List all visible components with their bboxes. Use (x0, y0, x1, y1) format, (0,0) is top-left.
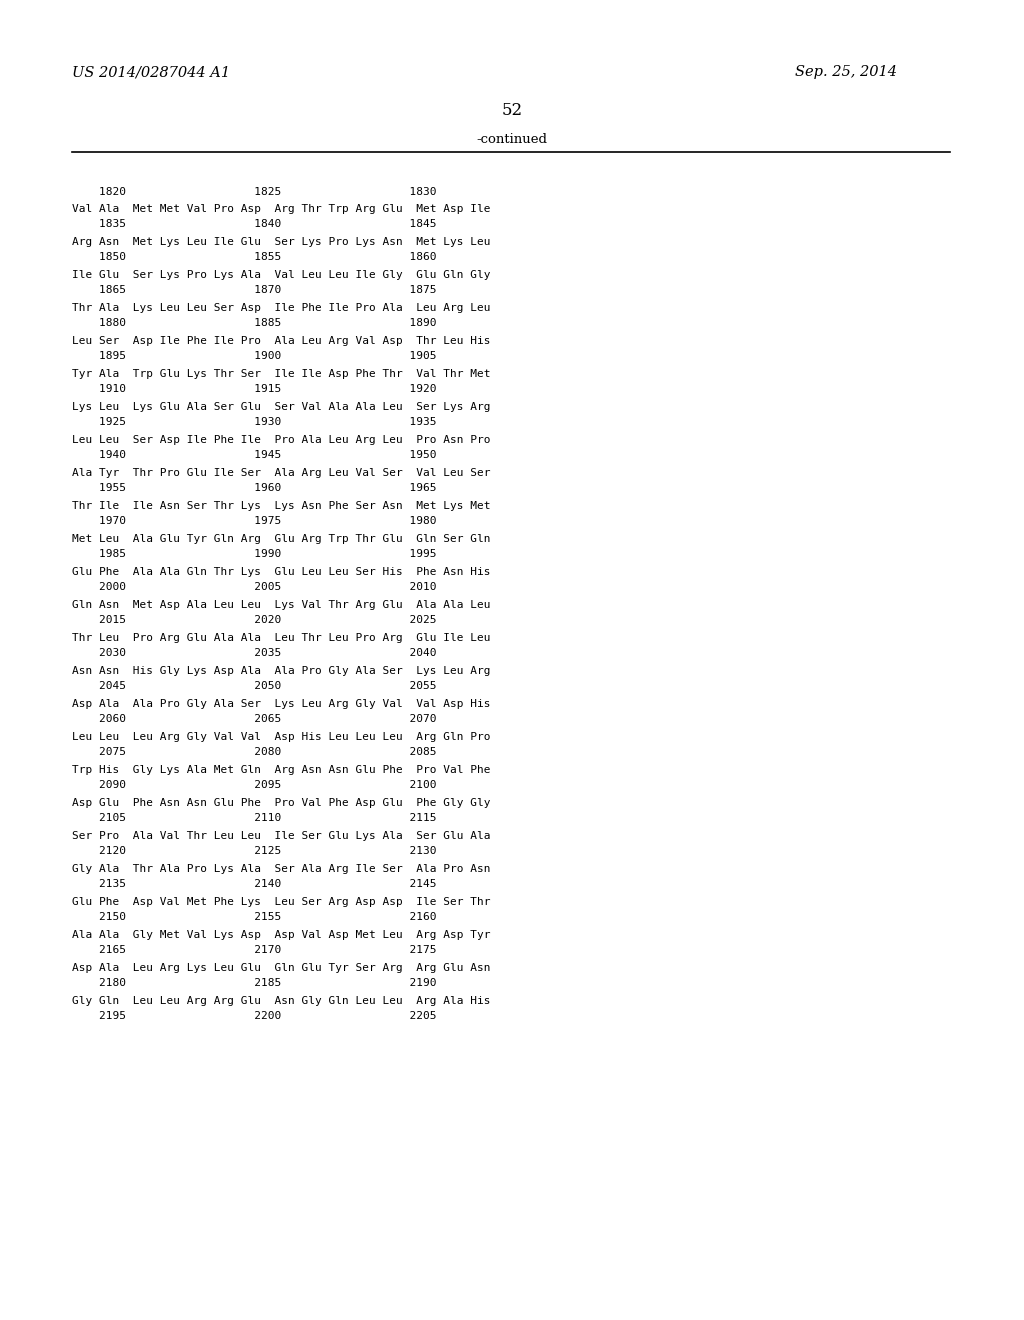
Text: Trp His  Gly Lys Ala Met Gln  Arg Asn Asn Glu Phe  Pro Val Phe: Trp His Gly Lys Ala Met Gln Arg Asn Asn … (72, 766, 490, 775)
Text: 1850                   1855                   1860: 1850 1855 1860 (72, 252, 436, 261)
Text: 52: 52 (502, 102, 522, 119)
Text: -continued: -continued (476, 133, 548, 147)
Text: 1880                   1885                   1890: 1880 1885 1890 (72, 318, 436, 327)
Text: Glu Phe  Asp Val Met Phe Lys  Leu Ser Arg Asp Asp  Ile Ser Thr: Glu Phe Asp Val Met Phe Lys Leu Ser Arg … (72, 898, 490, 907)
Text: Asp Glu  Phe Asn Asn Glu Phe  Pro Val Phe Asp Glu  Phe Gly Gly: Asp Glu Phe Asn Asn Glu Phe Pro Val Phe … (72, 799, 490, 808)
Text: 2135                   2140                   2145: 2135 2140 2145 (72, 879, 436, 888)
Text: Met Leu  Ala Glu Tyr Gln Arg  Glu Arg Trp Thr Glu  Gln Ser Gln: Met Leu Ala Glu Tyr Gln Arg Glu Arg Trp … (72, 535, 490, 544)
Text: 2015                   2020                   2025: 2015 2020 2025 (72, 615, 436, 624)
Text: 1940                   1945                   1950: 1940 1945 1950 (72, 450, 436, 459)
Text: Gly Gln  Leu Leu Arg Arg Glu  Asn Gly Gln Leu Leu  Arg Ala His: Gly Gln Leu Leu Arg Arg Glu Asn Gly Gln … (72, 997, 490, 1006)
Text: Asp Ala  Ala Pro Gly Ala Ser  Lys Leu Arg Gly Val  Val Asp His: Asp Ala Ala Pro Gly Ala Ser Lys Leu Arg … (72, 700, 490, 709)
Text: Thr Ala  Lys Leu Leu Ser Asp  Ile Phe Ile Pro Ala  Leu Arg Leu: Thr Ala Lys Leu Leu Ser Asp Ile Phe Ile … (72, 304, 490, 313)
Text: 2075                   2080                   2085: 2075 2080 2085 (72, 747, 436, 756)
Text: 1910                   1915                   1920: 1910 1915 1920 (72, 384, 436, 393)
Text: Thr Ile  Ile Asn Ser Thr Lys  Lys Asn Phe Ser Asn  Met Lys Met: Thr Ile Ile Asn Ser Thr Lys Lys Asn Phe … (72, 502, 490, 511)
Text: 2060                   2065                   2070: 2060 2065 2070 (72, 714, 436, 723)
Text: 2120                   2125                   2130: 2120 2125 2130 (72, 846, 436, 855)
Text: 2165                   2170                   2175: 2165 2170 2175 (72, 945, 436, 954)
Text: Ala Ala  Gly Met Val Lys Asp  Asp Val Asp Met Leu  Arg Asp Tyr: Ala Ala Gly Met Val Lys Asp Asp Val Asp … (72, 931, 490, 940)
Text: 2105                   2110                   2115: 2105 2110 2115 (72, 813, 436, 822)
Text: 2045                   2050                   2055: 2045 2050 2055 (72, 681, 436, 690)
Text: 2000                   2005                   2010: 2000 2005 2010 (72, 582, 436, 591)
Text: 1895                   1900                   1905: 1895 1900 1905 (72, 351, 436, 360)
Text: Leu Leu  Leu Arg Gly Val Val  Asp His Leu Leu Leu  Arg Gln Pro: Leu Leu Leu Arg Gly Val Val Asp His Leu … (72, 733, 490, 742)
Text: Ser Pro  Ala Val Thr Leu Leu  Ile Ser Glu Lys Ala  Ser Glu Ala: Ser Pro Ala Val Thr Leu Leu Ile Ser Glu … (72, 832, 490, 841)
Text: Leu Ser  Asp Ile Phe Ile Pro  Ala Leu Arg Val Asp  Thr Leu His: Leu Ser Asp Ile Phe Ile Pro Ala Leu Arg … (72, 337, 490, 346)
Text: Thr Leu  Pro Arg Glu Ala Ala  Leu Thr Leu Pro Arg  Glu Ile Leu: Thr Leu Pro Arg Glu Ala Ala Leu Thr Leu … (72, 634, 490, 643)
Text: Leu Leu  Ser Asp Ile Phe Ile  Pro Ala Leu Arg Leu  Pro Asn Pro: Leu Leu Ser Asp Ile Phe Ile Pro Ala Leu … (72, 436, 490, 445)
Text: 1820                   1825                   1830: 1820 1825 1830 (72, 187, 436, 197)
Text: Val Ala  Met Met Val Pro Asp  Arg Thr Trp Arg Glu  Met Asp Ile: Val Ala Met Met Val Pro Asp Arg Thr Trp … (72, 205, 490, 214)
Text: 1970                   1975                   1980: 1970 1975 1980 (72, 516, 436, 525)
Text: 2150                   2155                   2160: 2150 2155 2160 (72, 912, 436, 921)
Text: 1955                   1960                   1965: 1955 1960 1965 (72, 483, 436, 492)
Text: 1925                   1930                   1935: 1925 1930 1935 (72, 417, 436, 426)
Text: Sep. 25, 2014: Sep. 25, 2014 (795, 65, 897, 79)
Text: Lys Leu  Lys Glu Ala Ser Glu  Ser Val Ala Ala Leu  Ser Lys Arg: Lys Leu Lys Glu Ala Ser Glu Ser Val Ala … (72, 403, 490, 412)
Text: Gln Asn  Met Asp Ala Leu Leu  Lys Val Thr Arg Glu  Ala Ala Leu: Gln Asn Met Asp Ala Leu Leu Lys Val Thr … (72, 601, 490, 610)
Text: 2180                   2185                   2190: 2180 2185 2190 (72, 978, 436, 987)
Text: 1985                   1990                   1995: 1985 1990 1995 (72, 549, 436, 558)
Text: 2090                   2095                   2100: 2090 2095 2100 (72, 780, 436, 789)
Text: US 2014/0287044 A1: US 2014/0287044 A1 (72, 65, 230, 79)
Text: 2195                   2200                   2205: 2195 2200 2205 (72, 1011, 436, 1020)
Text: Asn Asn  His Gly Lys Asp Ala  Ala Pro Gly Ala Ser  Lys Leu Arg: Asn Asn His Gly Lys Asp Ala Ala Pro Gly … (72, 667, 490, 676)
Text: Tyr Ala  Trp Glu Lys Thr Ser  Ile Ile Asp Phe Thr  Val Thr Met: Tyr Ala Trp Glu Lys Thr Ser Ile Ile Asp … (72, 370, 490, 379)
Text: Gly Ala  Thr Ala Pro Lys Ala  Ser Ala Arg Ile Ser  Ala Pro Asn: Gly Ala Thr Ala Pro Lys Ala Ser Ala Arg … (72, 865, 490, 874)
Text: 1865                   1870                   1875: 1865 1870 1875 (72, 285, 436, 294)
Text: 1835                   1840                   1845: 1835 1840 1845 (72, 219, 436, 228)
Text: 2030                   2035                   2040: 2030 2035 2040 (72, 648, 436, 657)
Text: Glu Phe  Ala Ala Gln Thr Lys  Glu Leu Leu Ser His  Phe Asn His: Glu Phe Ala Ala Gln Thr Lys Glu Leu Leu … (72, 568, 490, 577)
Text: Asp Ala  Leu Arg Lys Leu Glu  Gln Glu Tyr Ser Arg  Arg Glu Asn: Asp Ala Leu Arg Lys Leu Glu Gln Glu Tyr … (72, 964, 490, 973)
Text: Ala Tyr  Thr Pro Glu Ile Ser  Ala Arg Leu Val Ser  Val Leu Ser: Ala Tyr Thr Pro Glu Ile Ser Ala Arg Leu … (72, 469, 490, 478)
Text: Arg Asn  Met Lys Leu Ile Glu  Ser Lys Pro Lys Asn  Met Lys Leu: Arg Asn Met Lys Leu Ile Glu Ser Lys Pro … (72, 238, 490, 247)
Text: Ile Glu  Ser Lys Pro Lys Ala  Val Leu Leu Ile Gly  Glu Gln Gly: Ile Glu Ser Lys Pro Lys Ala Val Leu Leu … (72, 271, 490, 280)
